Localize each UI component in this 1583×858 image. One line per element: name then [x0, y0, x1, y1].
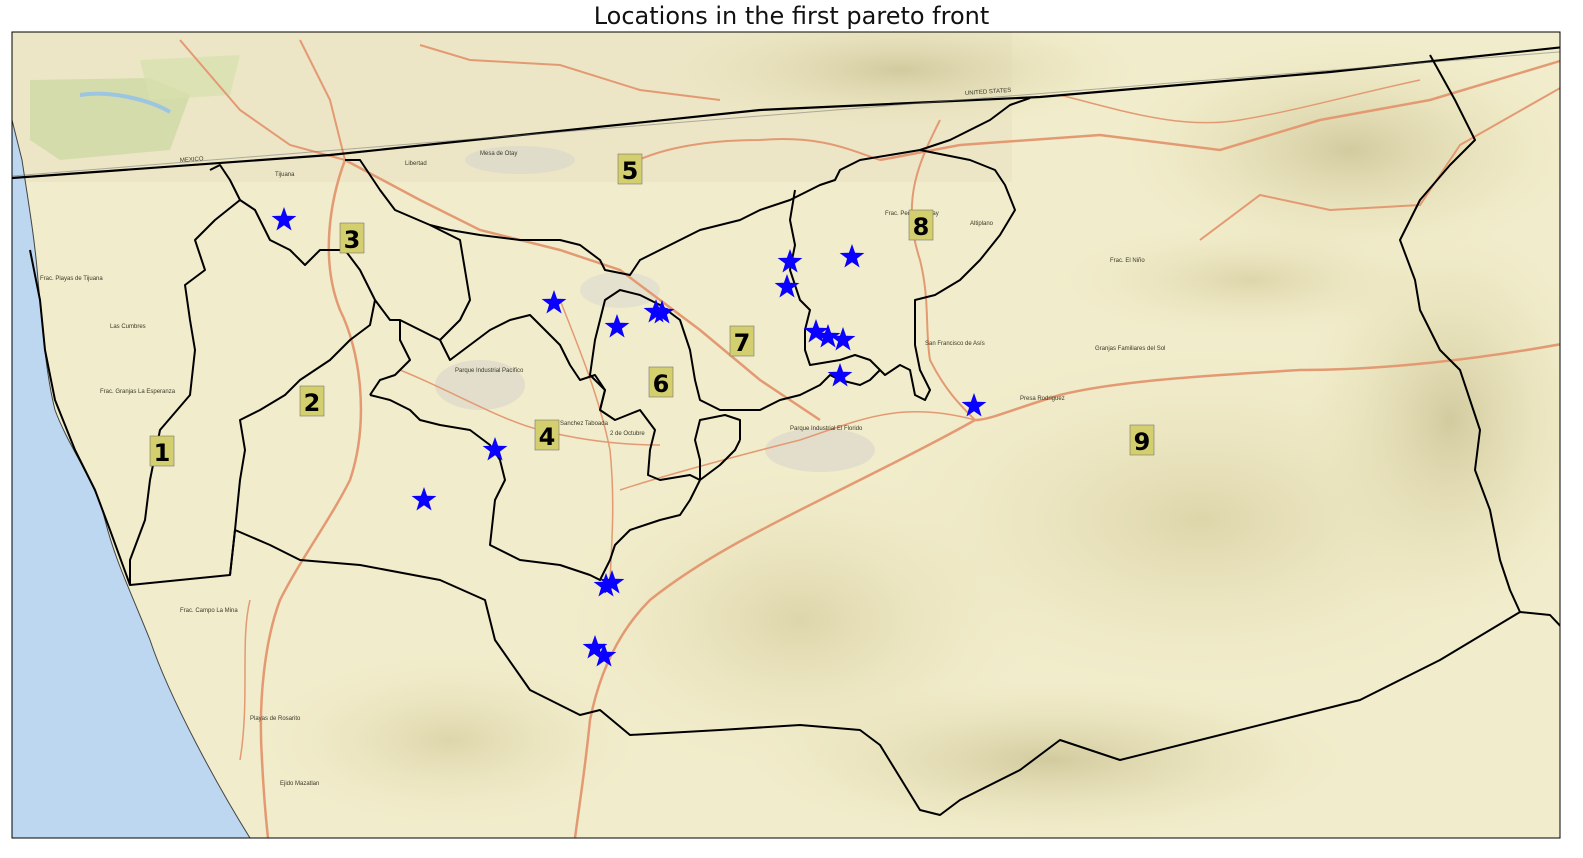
basemap-label: UNITED STATES: [965, 88, 1012, 97]
region-label-5[interactable]: 5: [617, 153, 643, 185]
road-network: [179, 39, 1560, 838]
svg-text:8: 8: [913, 213, 930, 241]
basemap-label: Parque Industrial Pacífico: [455, 368, 524, 374]
region-label-9[interactable]: 9: [1129, 424, 1155, 456]
international-border: [12, 46, 1560, 180]
svg-text:2: 2: [304, 389, 321, 417]
basemap-label: Frac. El Niño: [1110, 258, 1145, 264]
urban-patch: [465, 146, 575, 174]
basemap-label: Las Cumbres: [110, 324, 146, 330]
region-label-3[interactable]: 3: [339, 222, 365, 254]
terrain-shade: [750, 680, 1350, 838]
svg-text:7: 7: [734, 329, 751, 357]
international-border-shadow: [12, 51, 1560, 177]
basemap-label: Ejido Mazatlan: [280, 781, 319, 787]
park-area: [140, 55, 240, 100]
basemap-label: Mesa de Otay: [480, 151, 517, 157]
svg-text:6: 6: [653, 370, 670, 398]
basemap-label: Playas de Rosarito: [250, 716, 301, 722]
map-title: Locations in the first pareto front: [593, 2, 990, 30]
basemap-label: Parque Industrial El Florido: [790, 426, 863, 432]
terrain-shade: [660, 32, 1140, 130]
basemap-label: MEXICO: [180, 156, 204, 164]
river: [79, 91, 172, 114]
basemap-label: San Francisco de Asís: [925, 341, 985, 347]
region-labels: 1 2 3 4 5 6 7 8: [149, 153, 1155, 467]
svg-text:5: 5: [622, 157, 639, 185]
basemap-label: Presa Rodriguez: [1020, 396, 1065, 402]
basemap-label: Tijuana: [275, 172, 295, 178]
region-label-1[interactable]: 1: [149, 435, 175, 467]
region-label-6[interactable]: 6: [648, 366, 674, 398]
svg-text:4: 4: [539, 423, 556, 451]
region-boundaries: [29, 54, 1560, 816]
region-label-7[interactable]: 7: [729, 325, 755, 357]
basemap-label: Frac. Campo La Mina: [180, 608, 238, 614]
basemap-label: Frac. Playas de Tijuana: [40, 276, 103, 282]
basemap-label: Altiplano: [970, 221, 994, 227]
basemap-label: Granjas Familiares del Sol: [1095, 346, 1165, 352]
ocean: [12, 120, 250, 838]
basemap: Tijuana Libertad Playas de Rosarito Frac…: [12, 32, 1560, 838]
region-label-4[interactable]: 4: [534, 419, 560, 451]
terrain-shade: [250, 650, 650, 830]
basemap-label: Libertad: [405, 161, 427, 167]
terrain-shade: [1050, 220, 1450, 340]
urban-patch: [765, 428, 875, 472]
map-frame: [11, 31, 1561, 839]
svg-text:3: 3: [344, 226, 361, 254]
svg-text:9: 9: [1134, 428, 1151, 456]
basemap-label: 2 de Octubre: [610, 431, 645, 437]
region-label-2[interactable]: 2: [299, 385, 325, 417]
basemap-label: Frac. Granjas La Esperanza: [100, 389, 176, 395]
region-label-8[interactable]: 8: [908, 209, 934, 241]
basemap-label: Sanchez Taboada: [560, 421, 609, 427]
urban-patch: [435, 360, 525, 410]
svg-text:1: 1: [154, 439, 171, 467]
